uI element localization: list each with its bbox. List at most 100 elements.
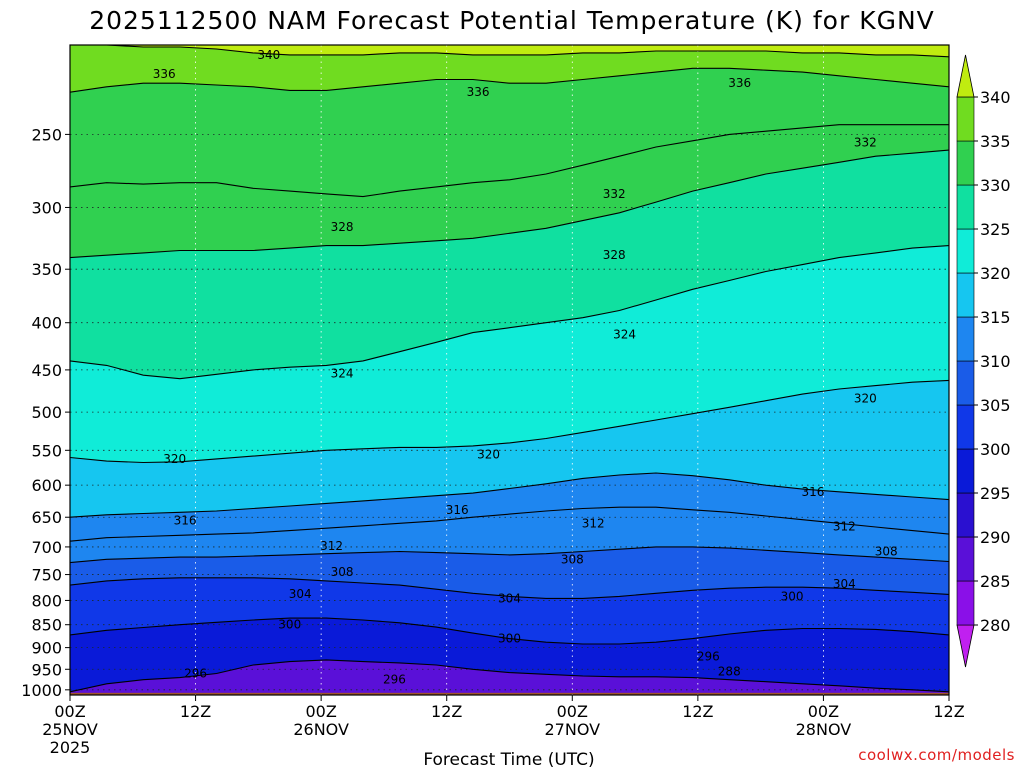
- contour-label-308-20: 308: [561, 552, 584, 566]
- colorbar-label-320: 320: [980, 264, 1011, 283]
- contour-labels: 336 340 336 336 332 332 328 328 324 324 320 320 320 3…: [153, 48, 898, 687]
- colorbar-segment-295: [956, 448, 975, 494]
- contour-label-312-18: 312: [320, 539, 343, 553]
- contour-336: [70, 67, 949, 93]
- y-tick-label-700: 700: [31, 538, 62, 557]
- x-tick-label-24: 00Z: [305, 702, 336, 721]
- colorbar-segment-310: [956, 316, 975, 362]
- colorbar-label-310: 310: [980, 352, 1011, 371]
- y-tick-label-600: 600: [31, 476, 62, 495]
- ground-strip: [70, 692, 949, 695]
- x-axis-label: Forecast Time (UTC): [423, 750, 594, 768]
- y-tick-label-500: 500: [31, 403, 62, 422]
- x-tick-label-0: 00Z: [54, 702, 85, 721]
- contour-label-320-10: 320: [854, 391, 877, 405]
- x-date-label-72: 28NOV: [796, 720, 852, 739]
- y-tick-label-350: 350: [31, 260, 62, 279]
- colorbar-label-290: 290: [980, 528, 1011, 547]
- contour-label-336-3: 336: [728, 76, 751, 90]
- contour-label-316-13: 316: [802, 485, 825, 499]
- y-tick-label-900: 900: [31, 639, 62, 658]
- contour-label-304-22: 304: [833, 577, 856, 591]
- contour-label-336-0: 336: [153, 67, 176, 81]
- contour-296: [70, 659, 949, 693]
- contour-label-308-19: 308: [875, 544, 898, 558]
- colorbar: 280 285 290 295 300 305 310 315 320 325 330 335 340: [956, 54, 1011, 668]
- colorbar-label-300: 300: [980, 440, 1011, 459]
- x-tick-label-36: 12Z: [431, 702, 462, 721]
- fill-band-336: [70, 45, 949, 93]
- x-date-label-24: 26NOV: [293, 720, 349, 739]
- grid-lines: [70, 45, 949, 695]
- y-axis-ticks: 250 300 350 400 450 500 550 600 650 700 750 800 850 9…: [21, 125, 70, 700]
- colorbar-segment-315: [956, 272, 975, 318]
- contour-312: [70, 506, 949, 542]
- contour-308: [70, 546, 949, 564]
- contour-label-312-17: 312: [833, 519, 856, 533]
- contour-328: [70, 149, 949, 259]
- colorbar-label-295: 295: [980, 484, 1011, 503]
- contour-label-296-28: 296: [697, 649, 720, 663]
- y-tick-label-650: 650: [31, 508, 62, 527]
- colorbar-segment-320: [956, 228, 975, 274]
- colorbar-segment-280: [956, 580, 975, 626]
- colorbar-label-325: 325: [980, 220, 1011, 239]
- y-tick-label-1000: 1000: [21, 681, 62, 700]
- temperature-fill-layer: [70, 45, 949, 695]
- x-tick-label-48: 00Z: [557, 702, 588, 721]
- x-tick-label-60: 12Z: [682, 702, 713, 721]
- contour-label-320-12: 320: [477, 448, 500, 462]
- contour-label-296-29: 296: [184, 666, 207, 680]
- contour-lines: [70, 45, 949, 693]
- contour-340: [70, 45, 949, 58]
- contour-label-296-30: 296: [383, 673, 406, 687]
- contour-label-332-4: 332: [854, 135, 877, 149]
- colorbar-label-285: 285: [980, 572, 1011, 591]
- contour-label-328-7: 328: [603, 248, 626, 262]
- x-date-label-48: 27NOV: [544, 720, 600, 739]
- contour-304: [70, 577, 949, 599]
- contour-label-288-31: 288: [718, 664, 741, 678]
- colorbar-extend-low: [956, 624, 975, 668]
- contour-320: [70, 379, 949, 464]
- y-tick-label-800: 800: [31, 591, 62, 610]
- y-tick-label-400: 400: [31, 314, 62, 333]
- y-tick-label-750: 750: [31, 566, 62, 585]
- x-tick-label-12: 12Z: [180, 702, 211, 721]
- colorbar-segment-330: [956, 140, 975, 186]
- contour-label-308-21: 308: [331, 565, 354, 579]
- contour-332: [70, 124, 949, 198]
- colorbar-segment-305: [956, 360, 975, 406]
- contour-316: [70, 472, 949, 518]
- chart-title: 2025112500 NAM Forecast Potential Temper…: [89, 6, 935, 35]
- colorbar-segment-325: [956, 184, 975, 230]
- colorbar-segment-285: [956, 536, 975, 582]
- watermark: coolwx.com/models: [858, 746, 1015, 764]
- contour-label-300-27: 300: [498, 632, 521, 646]
- y-tick-label-300: 300: [31, 198, 62, 217]
- fill-band-340: [70, 45, 949, 57]
- ground-layer: [70, 692, 949, 695]
- contour-label-324-9: 324: [331, 366, 354, 380]
- colorbar-label-280: 280: [980, 616, 1011, 635]
- y-tick-label-450: 450: [31, 361, 62, 380]
- contour-324: [70, 245, 949, 380]
- colorbar-segment-300: [956, 404, 975, 450]
- colorbar-label-315: 315: [980, 308, 1011, 327]
- contour-label-320-11: 320: [163, 452, 186, 466]
- contour-label-304-23: 304: [289, 587, 312, 601]
- y-tick-label-550: 550: [31, 441, 62, 460]
- contour-label-336-2: 336: [467, 85, 490, 99]
- contour-label-316-14: 316: [446, 503, 469, 517]
- colorbar-segment-290: [956, 492, 975, 538]
- y-tick-label-950: 950: [31, 660, 62, 679]
- x-tick-label-72: 00Z: [808, 702, 839, 721]
- colorbar-extend-high: [956, 54, 975, 98]
- contour-label-304-24: 304: [498, 591, 521, 605]
- colorbar-label-340: 340: [980, 88, 1011, 107]
- contour-label-312-16: 312: [582, 516, 605, 530]
- contour-label-300-26: 300: [278, 618, 301, 632]
- y-tick-label-850: 850: [31, 616, 62, 635]
